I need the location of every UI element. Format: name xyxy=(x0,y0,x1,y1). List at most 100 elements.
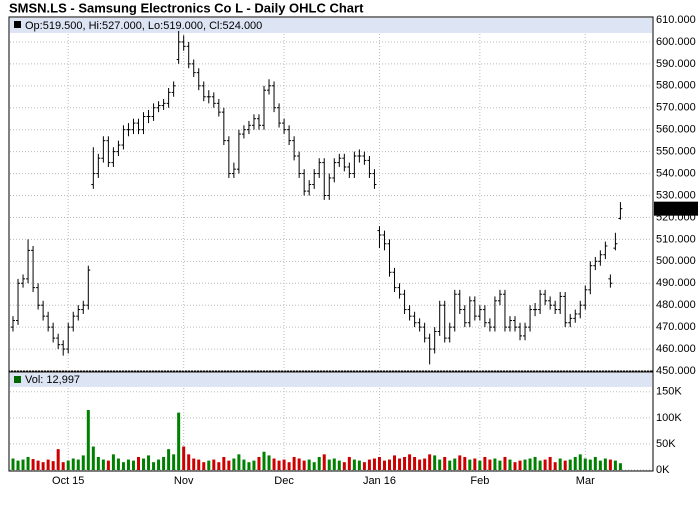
volume-bar xyxy=(327,459,331,470)
volume-bar xyxy=(182,446,186,470)
volume-bar xyxy=(257,456,261,470)
volume-bar xyxy=(262,451,266,470)
volume-bar xyxy=(267,455,271,470)
volume-bar xyxy=(498,460,502,470)
volume-bar xyxy=(433,455,437,470)
volume-bar xyxy=(423,458,427,470)
volume-bar xyxy=(337,460,341,470)
volume-bar xyxy=(31,459,35,470)
volume-bar xyxy=(232,458,236,470)
price-icon xyxy=(14,21,21,28)
volume-bar xyxy=(131,460,135,470)
volume-bar xyxy=(533,456,537,470)
volume-bar xyxy=(91,446,95,470)
volume-bar xyxy=(503,456,507,470)
volume-bar xyxy=(428,454,432,470)
price-header xyxy=(10,18,652,33)
volume-bar xyxy=(613,460,617,470)
volume-bar xyxy=(51,461,55,470)
y-tick-label: 460.000 xyxy=(656,343,696,355)
volume-bar xyxy=(26,456,30,470)
grid: 450.000 460.000 470.000 480.000 490.000 500.0… xyxy=(10,14,696,487)
volume-bar xyxy=(588,459,592,470)
y-tick-label: 550.000 xyxy=(656,146,696,158)
volume-bar xyxy=(347,456,351,470)
chart-title: SMSN.LS - Samsung Electronics Co L - Dai… xyxy=(9,0,364,15)
volume-bar xyxy=(578,454,582,470)
y-tick-label: 600.000 xyxy=(656,36,696,48)
volume-bar xyxy=(307,459,311,470)
volume-bar xyxy=(453,458,457,470)
volume-bar xyxy=(302,460,306,470)
x-tick-label: Feb xyxy=(470,475,489,487)
y-tick-label: 470.000 xyxy=(656,321,696,333)
volume-tick-label: 150K xyxy=(656,386,682,398)
x-tick-label: Oct 15 xyxy=(52,475,84,487)
volume-icon xyxy=(14,376,21,383)
x-tick-label: Mar xyxy=(576,475,595,487)
volume-bar xyxy=(126,459,130,470)
volume-bar xyxy=(76,459,80,470)
volume-bar xyxy=(568,459,572,470)
volume-bar xyxy=(548,456,552,470)
x-tick-label: Dec xyxy=(274,475,294,487)
volume-bar xyxy=(413,456,417,470)
volume-bar xyxy=(372,458,376,470)
volume-bar xyxy=(478,460,482,470)
volume-bar xyxy=(403,456,407,470)
volume-bar xyxy=(116,458,120,470)
volume-bar xyxy=(538,460,542,470)
volume-bar xyxy=(46,459,50,470)
volume-bar xyxy=(483,456,487,470)
volume-bar xyxy=(21,459,25,470)
volume-bar xyxy=(237,454,241,470)
volume-bar xyxy=(81,455,85,470)
volume-bar xyxy=(177,412,181,470)
volume-bar xyxy=(317,456,321,470)
volume-bar xyxy=(56,449,60,470)
volume-bar xyxy=(558,458,562,470)
volume-bar xyxy=(272,458,276,470)
volume-bar xyxy=(61,462,65,470)
volume-bar xyxy=(608,459,612,470)
plot-frame xyxy=(8,16,654,472)
volume-bar xyxy=(277,460,281,470)
volume-bar xyxy=(523,459,527,470)
volume-bar xyxy=(598,460,602,470)
volume-bar xyxy=(207,460,211,470)
y-tick-label: 610.000 xyxy=(656,14,696,26)
volume-bar xyxy=(573,456,577,470)
volume-bar xyxy=(172,454,176,470)
volume-bar xyxy=(593,456,597,470)
volume-header xyxy=(10,373,652,387)
volume-bar xyxy=(41,462,45,470)
volume-bar xyxy=(388,459,391,470)
volume-bar xyxy=(287,462,291,470)
volume-bar xyxy=(121,462,125,470)
volume-bar xyxy=(367,459,371,470)
y-tick-label: 490.000 xyxy=(656,277,696,289)
volume-bar xyxy=(382,460,386,470)
volume-bar xyxy=(96,456,100,470)
volume-bar xyxy=(66,460,70,470)
volume-bar xyxy=(342,462,346,470)
volume-bar xyxy=(458,455,462,470)
volume-bar xyxy=(292,456,296,470)
y-tick-label: 560.000 xyxy=(656,124,696,136)
ohlc-label: Op:519.500, Hi:527.000, Lo:519.000, Cl:5… xyxy=(25,20,262,32)
volume-bar xyxy=(297,458,301,470)
last-price-label: 524.000 xyxy=(656,203,696,215)
marks: 524.000 xyxy=(11,30,698,470)
volume-bar xyxy=(167,449,171,470)
volume-bar xyxy=(543,459,547,470)
volume-bar xyxy=(11,458,15,470)
volume-bar xyxy=(553,462,557,470)
volume-bar xyxy=(202,462,206,470)
y-tick-label: 580.000 xyxy=(656,80,696,92)
x-tick-label: Jan 16 xyxy=(363,475,396,487)
volume-bar xyxy=(508,459,512,470)
volume-bar xyxy=(438,459,442,470)
volume-tick-label: 100K xyxy=(656,412,682,424)
volume-label: Vol: 12,997 xyxy=(25,374,80,386)
